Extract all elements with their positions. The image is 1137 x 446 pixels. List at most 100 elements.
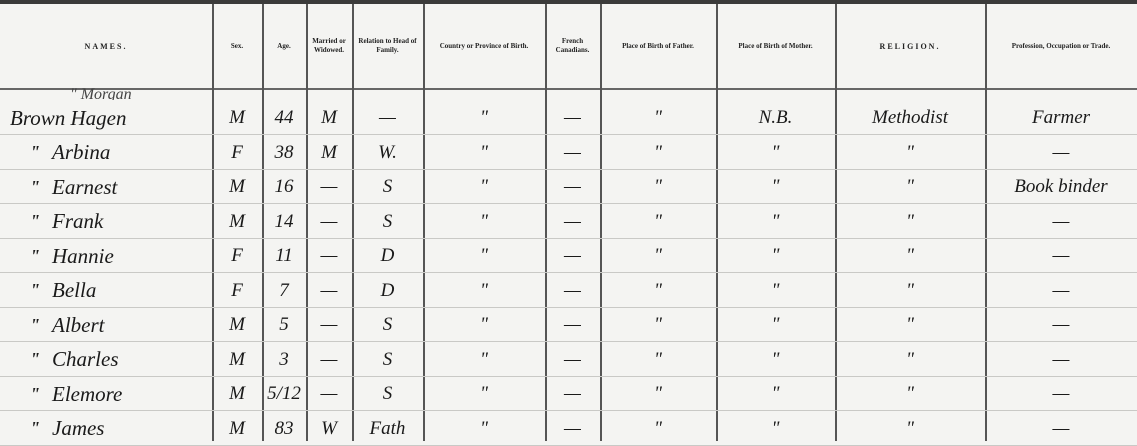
cell-religion: " xyxy=(906,141,914,163)
header-age: Age. xyxy=(277,41,291,50)
cell-age: 5/12 xyxy=(267,383,301,404)
ditto-mark: " xyxy=(30,211,40,231)
cell-age: 83 xyxy=(274,417,294,439)
cell-country: " xyxy=(480,417,488,439)
cell-relation: S xyxy=(382,176,393,197)
cell-profession: — xyxy=(1052,314,1070,335)
cell-religion: Methodist xyxy=(872,107,948,128)
partial-row-name: " Morgan xyxy=(70,86,132,100)
header-profession: Profession, Occupation or Trade. xyxy=(1011,41,1111,50)
table-row-name: " Elemore xyxy=(0,377,222,411)
header-mother: Place of Birth of Mother. xyxy=(738,41,813,50)
cell-married: — xyxy=(320,314,338,335)
ditto-mark: " xyxy=(30,383,40,404)
column-divider xyxy=(423,4,425,441)
ditto-mark: " xyxy=(30,280,40,300)
row-line xyxy=(0,272,1137,273)
ditto-mark: " xyxy=(30,349,40,369)
cell-mother: " xyxy=(771,279,780,301)
cell-relation: D xyxy=(380,279,395,301)
person-name: Elemore xyxy=(52,381,123,406)
cell-profession: Book binder xyxy=(1014,176,1108,197)
cell-profession: — xyxy=(1052,245,1070,266)
column-divider xyxy=(262,4,264,441)
header-married: Married or Widowed. xyxy=(312,37,346,54)
cell-french: — xyxy=(564,279,581,301)
cell-married: — xyxy=(320,383,338,404)
header-french: French Canadians. xyxy=(555,37,590,54)
cell-country: " xyxy=(480,348,488,370)
cell-country: " xyxy=(480,314,488,335)
cell-relation: S xyxy=(382,348,393,370)
cell-religion: " xyxy=(906,245,914,266)
page-top-border xyxy=(0,0,1137,4)
cell-age: 38 xyxy=(274,141,294,163)
header-country: Country or Province of Birth. xyxy=(439,41,529,50)
ditto-mark: " xyxy=(30,314,40,335)
cell-sex: F xyxy=(231,141,243,163)
person-name: Albert xyxy=(52,312,105,337)
row-line xyxy=(0,203,1137,204)
person-name: Brown Hagen xyxy=(10,105,127,130)
row-line xyxy=(0,168,1137,170)
row-line xyxy=(0,410,1137,411)
cell-married: — xyxy=(320,348,338,370)
cell-french: — xyxy=(564,245,581,266)
cell-sex: F xyxy=(231,279,243,301)
header-separator xyxy=(0,88,1137,90)
table-row-name: " Frank xyxy=(0,205,222,239)
cell-mother: " xyxy=(771,141,780,163)
cell-relation: S xyxy=(382,210,393,232)
census-table: " Morgan NAMES. Sex. Age. Married or Widowe… xyxy=(0,4,1137,446)
cell-french: — xyxy=(564,314,581,335)
cell-sex: F xyxy=(231,245,243,266)
table-row-name: " Albert xyxy=(0,308,222,342)
table-row-name: " Arbina xyxy=(0,136,222,170)
cell-french: — xyxy=(564,176,581,197)
header-names: NAMES. xyxy=(84,41,128,51)
cell-father: " xyxy=(654,348,662,370)
cell-country: " xyxy=(480,176,488,197)
cell-age: 7 xyxy=(279,279,289,301)
cell-relation: S xyxy=(382,314,393,335)
cell-father: " xyxy=(654,176,662,197)
cell-married: — xyxy=(320,176,338,197)
cell-married: — xyxy=(320,245,338,266)
cell-married: — xyxy=(320,279,338,301)
person-name: Arbina xyxy=(52,140,111,164)
cell-french: — xyxy=(564,348,581,370)
cell-age: 16 xyxy=(274,176,294,197)
cell-french: — xyxy=(564,210,581,232)
cell-profession: — xyxy=(1052,383,1070,404)
person-name: James xyxy=(52,416,105,440)
cell-sex: M xyxy=(229,417,245,439)
column-divider xyxy=(985,4,987,441)
person-name: Earnest xyxy=(52,174,118,199)
cell-religion: " xyxy=(906,176,914,197)
table-row-name: Brown Hagen xyxy=(0,101,222,135)
ditto-mark: " xyxy=(30,245,40,266)
cell-mother: " xyxy=(771,176,780,197)
cell-religion: " xyxy=(906,383,914,404)
cell-father: " xyxy=(654,417,662,439)
cell-father: " xyxy=(654,279,662,301)
column-divider xyxy=(600,4,602,441)
cell-country: " xyxy=(480,141,488,163)
cell-sex: M xyxy=(229,176,245,197)
cell-mother: " xyxy=(771,348,780,370)
ditto-mark: " xyxy=(30,176,40,197)
cell-country: " xyxy=(480,383,488,404)
row-line xyxy=(0,341,1137,342)
cell-profession: — xyxy=(1052,141,1070,163)
column-divider xyxy=(306,4,308,441)
person-name: Frank xyxy=(52,209,104,233)
header-sex: Sex. xyxy=(230,41,244,50)
cell-relation: W. xyxy=(378,141,397,163)
cell-sex: M xyxy=(229,107,245,128)
cell-married: — xyxy=(320,210,338,232)
table-row-name: " Hannie xyxy=(0,239,222,273)
cell-sex: M xyxy=(229,348,245,370)
cell-profession: — xyxy=(1052,279,1070,301)
cell-mother: " xyxy=(771,245,780,266)
cell-religion: " xyxy=(906,210,914,232)
